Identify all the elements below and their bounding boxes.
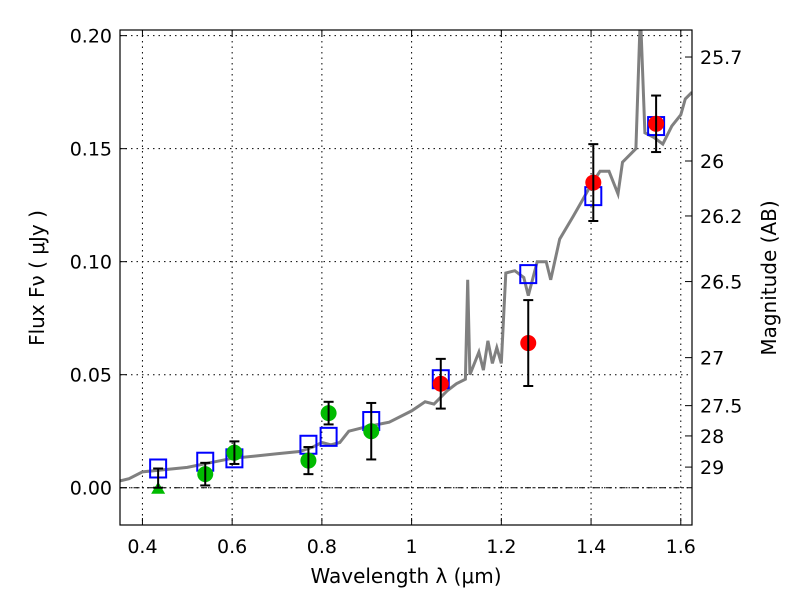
right-tick-label: 28 — [700, 426, 724, 448]
right-tick-label: 27 — [700, 348, 724, 370]
model-square-marker — [319, 426, 338, 447]
x-tick-label: 1.4 — [576, 536, 606, 558]
x-tick-label: 0.8 — [307, 536, 337, 558]
axes-frame — [119, 29, 693, 526]
x-tick-label: 0.4 — [127, 536, 157, 558]
y-tick-label: 0.10 — [70, 252, 112, 274]
y-axis-label: Flux Fν ( μJy ) — [25, 210, 49, 346]
plot-area — [120, 30, 692, 494]
x-tick-label: 1 — [406, 536, 418, 558]
y-tick-label: 0.15 — [70, 139, 112, 161]
right-tick-label: 26.2 — [700, 206, 742, 228]
y-tick-label: 0.05 — [70, 365, 112, 387]
right-tick-label: 25.7 — [700, 47, 742, 69]
x-tick-label: 1.2 — [486, 536, 516, 558]
x-tick-label: 0.6 — [217, 536, 247, 558]
grid — [120, 30, 692, 525]
right-tick-label: 26.5 — [700, 272, 742, 294]
right-tick-label: 26 — [700, 151, 724, 173]
x-tick-label: 1.6 — [666, 536, 696, 558]
right-axis-label: Magnitude (AB) — [757, 200, 781, 355]
model-square-marker — [519, 264, 538, 285]
x-axis-label: Wavelength λ (μm) — [310, 564, 501, 588]
y-tick-label: 0.00 — [70, 478, 112, 500]
ticks: 0.4 0.6 0.8 1 1.2 1.4 1.6 0.00 0.05 0.10 0.15 0.20 2… — [70, 26, 743, 558]
right-tick-label: 29 — [700, 457, 724, 479]
y-tick-label: 0.20 — [70, 26, 112, 48]
spectrum-line — [120, 30, 692, 483]
right-tick-label: 27.5 — [700, 396, 742, 418]
